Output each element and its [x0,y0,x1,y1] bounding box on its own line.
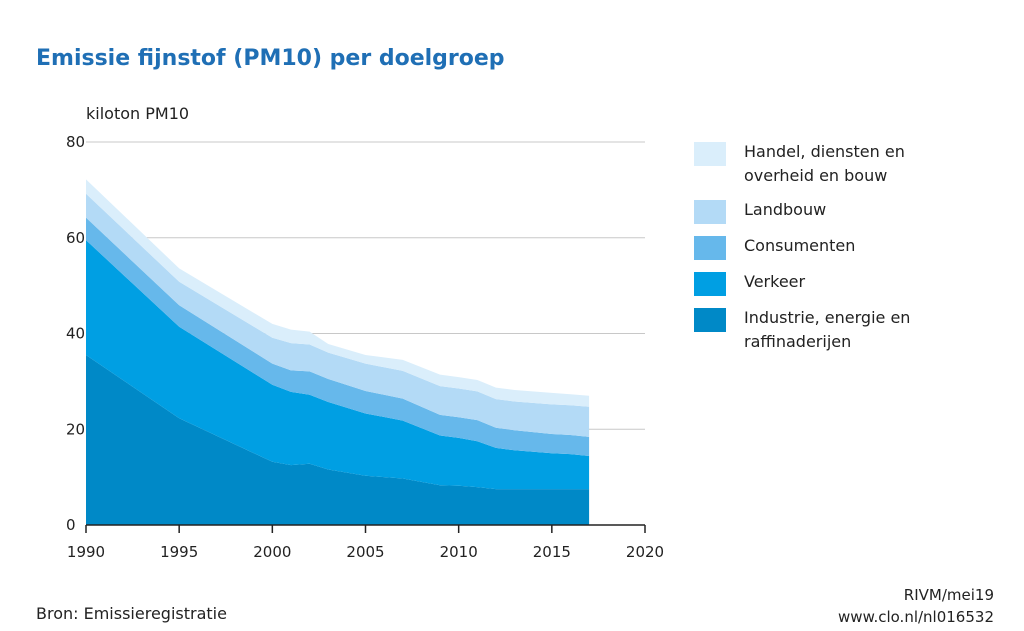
credit-url: www.clo.nl/nl016532 [838,608,994,626]
source-note: Bron: Emissieregistratie [36,604,227,623]
y-axis-unit-label: kiloton PM10 [86,104,190,123]
chart-title: Emissie fijnstof (PM10) per doelgroep [36,46,505,71]
legend-label: Handel, diensten en overheid en bouw [744,142,905,185]
x-tick-label: 2000 [253,543,291,561]
legend-item: Consumenten [694,234,1014,260]
x-tick-label: 2020 [626,543,664,561]
legend-swatch [694,142,726,166]
legend: Handel, diensten en overheid en bouw Land… [694,140,1014,364]
legend-item: Verkeer [694,270,1014,296]
axes: 1990 1995 2000 2005 2010 2015 2020 0 20 40 60 80 [66,133,664,561]
area-series [86,179,590,525]
x-tick-label: 2010 [440,543,478,561]
credits: RIVM/mei19 www.clo.nl/nl016532 [838,584,994,628]
area-series-1 [86,240,590,490]
legend-swatch [694,200,726,224]
legend-swatch [694,272,726,296]
y-tick-label: 20 [66,420,85,438]
x-tick-label: 1995 [160,543,198,561]
area-series-0 [86,355,590,525]
x-tick-label: 2005 [346,543,384,561]
area-series-3 [86,193,590,437]
x-tick-label: 1990 [67,543,105,561]
y-tick-label: 80 [66,133,85,151]
legend-label: Verkeer [744,272,806,291]
legend-item: Handel, diensten en overheid en bouw [694,140,1014,188]
legend-label: Consumenten [744,236,856,255]
legend-item: Landbouw [694,198,1014,224]
x-tick-label: 2015 [533,543,571,561]
legend-label: Landbouw [744,200,827,219]
y-tick-label: 0 [66,516,76,534]
y-tick-label: 60 [66,229,85,247]
legend-label: Industrie, energie en raffinaderijen [744,308,911,351]
credit-date: RIVM/mei19 [903,586,994,604]
y-tick-label: 40 [66,325,85,343]
legend-swatch [694,236,726,260]
legend-item: Industrie, energie en raffinaderijen [694,306,1014,354]
legend-swatch [694,308,726,332]
